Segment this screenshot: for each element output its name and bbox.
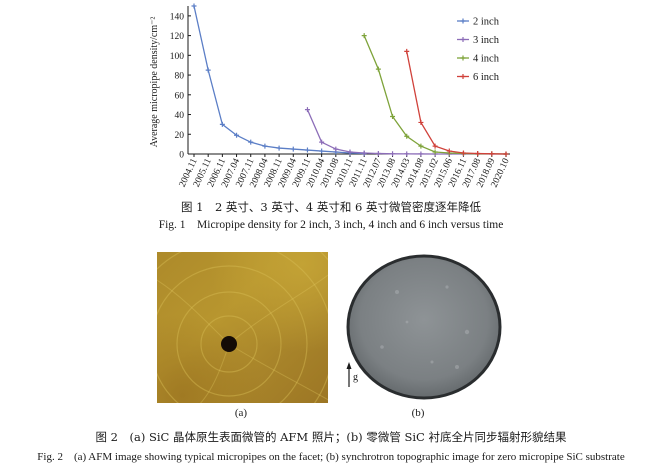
data-point xyxy=(290,146,296,152)
data-point xyxy=(390,114,396,120)
legend-label: 4 inch xyxy=(473,54,500,65)
data-point xyxy=(404,133,410,139)
figure-1-caption-en: Fig. 1 Micropipe density for 2 inch, 3 i… xyxy=(158,219,504,231)
data-point xyxy=(319,148,325,154)
data-point xyxy=(418,119,424,125)
figure-2-caption-en: Fig. 2 (a) AFM image showing typical mic… xyxy=(37,451,625,463)
y-axis-label: Average micropipe density/cm⁻² xyxy=(149,17,160,148)
series-6-inch xyxy=(404,48,509,157)
data-point xyxy=(432,149,438,155)
series-line xyxy=(406,51,507,155)
data-point xyxy=(319,139,325,145)
data-point xyxy=(248,139,254,145)
y-tick-label: 80 xyxy=(175,72,185,82)
data-point xyxy=(234,132,240,138)
series-line xyxy=(193,5,365,155)
x-axis-ticks: 2004.112005.112006.112007.042007.112008.… xyxy=(178,154,512,189)
figure-1-caption-cn: 图 1 2 英寸、3 英寸、4 英寸和 6 英寸微管密度逐年降低 xyxy=(180,200,481,214)
synchrotron-topograph-image: g xyxy=(346,254,502,400)
series-3-inch xyxy=(304,107,509,157)
legend-marker xyxy=(460,18,466,24)
legend-item: 2 inch xyxy=(457,17,500,28)
data-point xyxy=(390,151,396,157)
data-point xyxy=(432,143,438,149)
legend-label: 3 inch xyxy=(473,35,500,46)
legend-item: 4 inch xyxy=(457,54,500,65)
y-tick-label: 0 xyxy=(179,151,184,161)
legend-marker xyxy=(460,55,466,61)
legend-label: 6 inch xyxy=(473,72,500,83)
data-point xyxy=(361,150,367,156)
data-point xyxy=(418,151,424,157)
data-point xyxy=(418,143,424,149)
data-point xyxy=(375,66,381,72)
data-point xyxy=(503,151,509,157)
chart-legend: 2 inch 3 inch 4 inch 6 inch xyxy=(457,17,500,83)
y-tick-label: 60 xyxy=(175,91,185,101)
data-point xyxy=(191,3,197,9)
afm-image xyxy=(157,252,328,403)
data-point xyxy=(304,107,310,113)
panel-a-label: (a) xyxy=(234,407,248,419)
legend-item: 6 inch xyxy=(457,72,500,83)
data-point xyxy=(262,143,268,149)
g-vector-indicator: g xyxy=(346,362,358,387)
panel-b-label: (b) xyxy=(411,407,425,419)
legend-marker xyxy=(460,37,466,42)
figure-2-caption-cn: 图 2 (a) SiC 晶体原生表面微管的 AFM 照片；(b) 零微管 SiC… xyxy=(95,430,567,444)
y-axis-ticks: 0 20 40 60 80 100 120 140 xyxy=(170,12,191,161)
data-point xyxy=(404,48,410,54)
series-2-inch xyxy=(191,3,367,157)
data-point xyxy=(460,150,466,156)
data-point xyxy=(404,151,410,157)
wafer-disk xyxy=(346,254,502,400)
legend-label: 2 inch xyxy=(473,17,500,28)
micropipe-hole xyxy=(221,336,237,352)
data-point xyxy=(475,151,481,157)
data-point xyxy=(361,33,367,39)
series-line xyxy=(306,109,506,155)
micropipe-density-chart: 0 20 40 60 80 100 120 140 2004.112005.112006.11… xyxy=(149,3,512,189)
y-tick-label: 20 xyxy=(175,131,185,141)
legend-item: 3 inch xyxy=(457,35,500,46)
y-tick-label: 40 xyxy=(175,111,185,121)
data-point xyxy=(276,145,282,151)
y-tick-label: 100 xyxy=(170,52,185,62)
data-point xyxy=(375,151,381,157)
series-4-inch xyxy=(361,33,509,157)
data-point xyxy=(205,67,211,73)
data-point xyxy=(304,147,310,153)
chart-series xyxy=(191,3,509,157)
legend-marker xyxy=(460,74,466,79)
data-point xyxy=(333,146,339,152)
data-point xyxy=(347,149,353,155)
y-tick-label: 120 xyxy=(170,32,185,42)
y-tick-label: 140 xyxy=(170,12,185,22)
chart-axes xyxy=(187,6,510,155)
data-point xyxy=(219,121,225,127)
data-point xyxy=(446,148,452,154)
data-point xyxy=(489,151,495,157)
g-vector-label: g xyxy=(353,372,358,383)
